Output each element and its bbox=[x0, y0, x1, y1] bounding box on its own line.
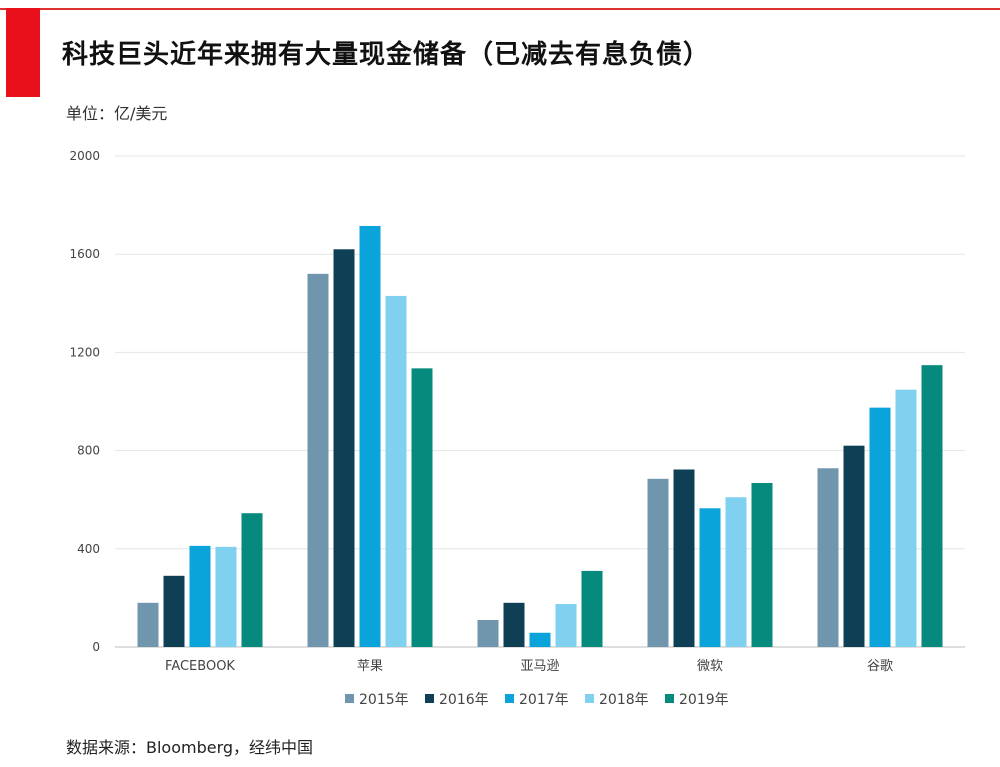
bar bbox=[647, 478, 669, 647]
bar bbox=[751, 483, 773, 647]
y-tick-label: 0 bbox=[92, 640, 100, 654]
bar bbox=[895, 389, 917, 647]
bar bbox=[189, 545, 211, 647]
chart-title: 科技巨头近年来拥有大量现金储备（已减去有息负债） bbox=[62, 40, 711, 70]
data-source: 数据来源：Bloomberg，经纬中国 bbox=[66, 738, 314, 757]
bar bbox=[385, 295, 407, 647]
bar bbox=[503, 602, 525, 647]
y-tick-label: 800 bbox=[77, 444, 100, 458]
bar bbox=[163, 575, 185, 647]
bar bbox=[333, 249, 355, 648]
y-tick-label: 1600 bbox=[69, 247, 100, 261]
bar bbox=[359, 225, 381, 647]
legend-label: 2019年 bbox=[679, 692, 729, 708]
bar bbox=[529, 632, 551, 647]
legend-label: 2016年 bbox=[439, 692, 489, 708]
legend-swatch bbox=[665, 694, 674, 703]
top-rule bbox=[0, 8, 1000, 10]
bars-layer bbox=[137, 225, 943, 648]
bar bbox=[241, 513, 263, 647]
bar bbox=[477, 619, 499, 647]
bar bbox=[215, 546, 237, 647]
legend-swatch bbox=[425, 694, 434, 703]
y-tick-label: 400 bbox=[77, 542, 100, 556]
legend-swatch bbox=[505, 694, 514, 703]
legend-swatch bbox=[345, 694, 354, 703]
y-tick-label: 2000 bbox=[69, 149, 100, 163]
bar bbox=[555, 604, 577, 647]
unit-label: 单位：亿/美元 bbox=[66, 104, 168, 123]
legend-label: 2015年 bbox=[359, 692, 409, 708]
labels-layer: 0 400 800 1200 1600 2000 FACEBOOK 苹果 亚马逊 微软 谷歌 bbox=[69, 149, 893, 674]
bar bbox=[581, 570, 603, 647]
bar bbox=[137, 602, 159, 647]
legend: 2015年 2016年 2017年 2018年 2019年 bbox=[345, 692, 729, 708]
x-category-label: 谷歌 bbox=[867, 659, 893, 674]
bar bbox=[921, 365, 943, 647]
accent-bar bbox=[6, 8, 40, 97]
bar bbox=[725, 497, 747, 647]
bar bbox=[699, 508, 721, 647]
legend-swatch bbox=[585, 694, 594, 703]
legend-label: 2017年 bbox=[519, 692, 569, 708]
bar bbox=[307, 273, 329, 647]
y-tick-label: 1200 bbox=[69, 345, 100, 359]
x-category-label: 苹果 bbox=[357, 659, 383, 674]
bar bbox=[869, 407, 891, 647]
bar bbox=[843, 445, 865, 647]
bar bbox=[673, 469, 695, 647]
bar bbox=[817, 468, 839, 647]
x-category-label: FACEBOOK bbox=[165, 659, 235, 674]
bar bbox=[411, 368, 433, 647]
x-category-label: 亚马逊 bbox=[520, 659, 559, 674]
legend-label: 2018年 bbox=[599, 692, 649, 708]
x-category-label: 微软 bbox=[697, 659, 723, 674]
